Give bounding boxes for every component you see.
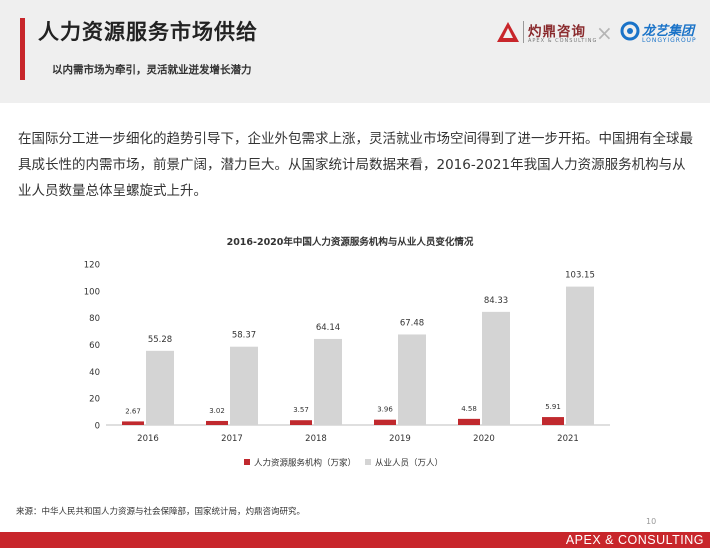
data-label-employees: 67.48: [400, 318, 424, 328]
data-label-institutions: 3.57: [293, 406, 309, 414]
y-tick-label: 0: [95, 422, 100, 432]
data-label-institutions: 3.02: [209, 407, 225, 415]
x-tick-label: 2021: [557, 434, 579, 444]
longyi-logo-en: LONGYIGROUP: [642, 37, 697, 44]
footer-bar: APEX & CONSULTING: [0, 532, 710, 548]
intro-paragraph: 在国际分工进一步细化的趋势引导下，企业外包需求上涨，灵活就业市场空间得到了进一步…: [18, 131, 693, 199]
legend-swatch-institutions: [244, 459, 250, 465]
apex-triangle-icon: [497, 22, 519, 42]
y-tick-label: 60: [89, 341, 100, 351]
y-tick-label: 120: [84, 261, 100, 271]
bar-institutions: [458, 418, 480, 425]
bar-institutions: [542, 417, 564, 425]
bar-institutions: [206, 420, 228, 425]
data-label-institutions: 4.58: [461, 405, 477, 413]
longyi-logo-cn: 龙艺集团: [642, 24, 695, 39]
legend-label-institutions: 人力资源服务机构（万家）: [254, 458, 356, 469]
logo-divider: [523, 21, 524, 43]
bar-employees: [398, 334, 426, 425]
longyi-swirl-icon: [620, 21, 640, 41]
bar-employees: [230, 346, 258, 425]
data-label-employees: 64.14: [316, 323, 340, 333]
chart-title: 2016-2020年中国人力资源服务机构与从业人员变化情况: [227, 236, 474, 248]
page-subtitle: 以内需市场为牵引，灵活就业迸发增长潜力: [52, 64, 252, 76]
x-tick-label: 2019: [389, 434, 411, 444]
footer-brand: APEX & CONSULTING: [565, 533, 704, 547]
data-label-institutions: 3.96: [377, 406, 393, 414]
y-tick-label: 80: [89, 314, 100, 324]
data-label-employees: 84.33: [484, 296, 508, 306]
y-tick-label: 20: [89, 395, 100, 405]
bar-institutions: [122, 421, 144, 425]
bar-institutions: [290, 420, 312, 425]
title-accent-bar: [20, 18, 25, 80]
x-tick-label: 2016: [137, 434, 159, 444]
data-label-institutions: 5.91: [545, 403, 561, 411]
x-tick-label: 2018: [305, 434, 327, 444]
bar-employees: [482, 311, 510, 425]
apex-logo-en: APEX & CONSULTING: [528, 38, 598, 44]
bar-institutions: [374, 419, 396, 425]
page-title: 人力资源服务市场供给: [38, 20, 258, 44]
x-tick-label: 2020: [473, 434, 495, 444]
apex-logo-cn: 灼鼎咨询: [528, 24, 586, 40]
logo-separator: ×: [596, 21, 613, 45]
header-band: 人力资源服务市场供给 以内需市场为牵引，灵活就业迸发增长潜力 灼鼎咨询 APEX…: [0, 0, 710, 103]
bar-employees: [314, 338, 342, 425]
apex-consulting-logo: 灼鼎咨询 APEX & CONSULTING: [497, 20, 596, 46]
source-note: 来源：中华人民共和国人力资源与社会保障部，国家统计局，灼鼎咨询研究。: [16, 507, 306, 517]
data-label-employees: 103.15: [565, 271, 595, 281]
data-label-employees: 55.28: [148, 335, 172, 345]
page-number: 10: [646, 517, 657, 526]
bar-employees: [146, 350, 174, 425]
legend-label-employees: 从业人员（万人）: [375, 458, 443, 469]
longyi-group-logo: 龙艺集团 LONGYIGROUP: [620, 20, 700, 46]
y-tick-label: 40: [89, 368, 100, 378]
bar-employees: [566, 286, 594, 425]
data-label-institutions: 2.67: [125, 407, 141, 415]
data-label-employees: 58.37: [232, 331, 256, 341]
x-tick-label: 2017: [221, 434, 243, 444]
y-tick-label: 100: [84, 287, 100, 297]
legend-swatch-employees: [365, 459, 371, 465]
